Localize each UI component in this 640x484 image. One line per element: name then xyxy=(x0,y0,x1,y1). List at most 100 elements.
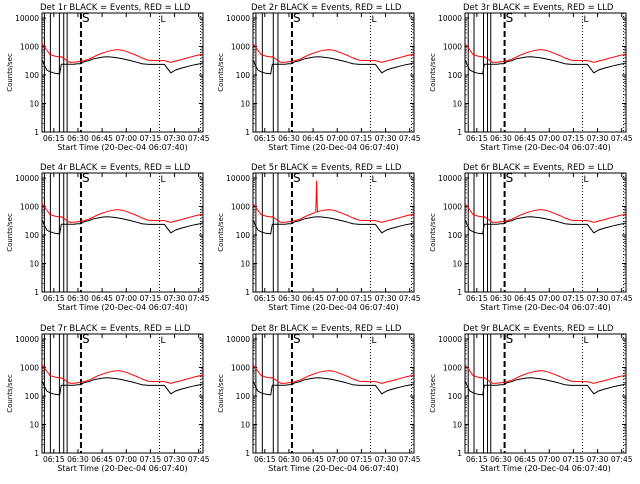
y-tick-label: 1 xyxy=(457,449,462,458)
panel-det-5r: Det 5r BLACK = Events, RED = LLD 1 10 100 10… xyxy=(217,163,421,312)
x-tick-label: 07:00 xyxy=(326,294,348,303)
y-axis-label: Counts/sec xyxy=(217,213,225,252)
x-axis-label: Start Time (20-Dec-04 06:07:40) xyxy=(57,143,188,152)
x-tick-label: 06:45 xyxy=(514,134,536,143)
y-tick-label: 10000 xyxy=(226,174,250,183)
annotation-s: S xyxy=(506,332,514,346)
x-axis-label: Start Time (20-Dec-04 06:07:40) xyxy=(480,303,611,312)
y-tick-label: 1 xyxy=(245,288,250,297)
y-tick-label: 1 xyxy=(34,128,39,137)
panel-det-9r: Det 9r BLACK = Events, RED = LLD 1 10 100 10… xyxy=(429,324,633,473)
x-tick-label: 07:45 xyxy=(611,134,633,143)
x-tick-label: 07:30 xyxy=(587,134,609,143)
x-tick-label: 06:15 xyxy=(254,294,276,303)
y-tick-label: 100 xyxy=(25,71,40,80)
y-axis-label: Counts/sec xyxy=(429,213,437,252)
y-axis-label: Counts/sec xyxy=(217,53,225,92)
plot-frame xyxy=(252,12,415,133)
plot-area xyxy=(42,334,203,453)
x-tick-label: 07:15 xyxy=(140,294,162,303)
y-axis-label: Counts/sec xyxy=(429,374,437,413)
x-tick-label: 07:15 xyxy=(351,455,373,464)
y-tick-label: 1000 xyxy=(231,364,250,373)
plot-frame xyxy=(41,12,204,133)
annotation-l: L xyxy=(161,336,166,346)
x-tick-label: 06:15 xyxy=(254,455,276,464)
panel-title: Det 9r BLACK = Events, RED = LLD xyxy=(463,324,614,334)
x-tick-label: 06:30 xyxy=(490,134,512,143)
x-tick-label: 07:15 xyxy=(563,134,585,143)
x-axis-label: Start Time (20-Dec-04 06:07:40) xyxy=(480,464,611,473)
x-tick-label: 07:00 xyxy=(115,294,137,303)
x-tick-label: 07:00 xyxy=(115,455,137,464)
x-tick-label: 06:15 xyxy=(466,455,488,464)
x-tick-label: 06:15 xyxy=(466,134,488,143)
lld-series-line xyxy=(42,203,203,223)
x-tick-label: 06:15 xyxy=(43,134,65,143)
y-tick-label: 10000 xyxy=(438,14,462,23)
y-tick-label: 100 xyxy=(448,392,463,401)
annotation-l: L xyxy=(161,175,166,185)
panel-title: Det 1r BLACK = Events, RED = LLD xyxy=(40,3,191,13)
x-tick-label: 07:30 xyxy=(164,455,186,464)
annotation-s: S xyxy=(293,11,301,25)
x-tick-label: 06:15 xyxy=(43,294,65,303)
y-tick-label: 10 xyxy=(240,421,250,430)
lld-series-line xyxy=(465,364,626,384)
panel-det-3r: Det 3r BLACK = Events, RED = LLD 1 10 100 10… xyxy=(429,3,633,152)
x-tick-label: 07:30 xyxy=(587,294,609,303)
y-tick-label: 10 xyxy=(452,100,462,109)
x-tick-label: 07:45 xyxy=(188,294,210,303)
events-series-line xyxy=(253,56,414,75)
y-tick-label: 1 xyxy=(457,128,462,137)
x-tick-label: 06:45 xyxy=(514,294,536,303)
x-tick-label: 07:30 xyxy=(587,455,609,464)
y-tick-label: 1 xyxy=(457,288,462,297)
annotation-l: L xyxy=(372,175,377,185)
annotation-l: L xyxy=(584,175,589,185)
x-tick-label: 07:45 xyxy=(611,455,633,464)
y-tick-label: 1 xyxy=(34,449,39,458)
x-tick-label: 07:45 xyxy=(399,134,421,143)
x-tick-label: 06:30 xyxy=(278,455,300,464)
x-tick-label: 06:30 xyxy=(67,134,89,143)
panel-det-2r: Det 2r BLACK = Events, RED = LLD 1 10 100 10… xyxy=(217,3,421,152)
annotation-l: L xyxy=(161,15,166,25)
y-tick-label: 100 xyxy=(448,71,463,80)
x-tick-label: 06:45 xyxy=(91,294,113,303)
x-tick-label: 06:30 xyxy=(278,294,300,303)
y-tick-label: 10 xyxy=(29,260,39,269)
lld-series-line xyxy=(253,180,414,223)
y-tick-label: 10 xyxy=(240,260,250,269)
x-tick-label: 07:15 xyxy=(140,134,162,143)
lld-series-line xyxy=(253,43,414,63)
panel-title: Det 4r BLACK = Events, RED = LLD xyxy=(40,163,191,173)
lld-series-line xyxy=(42,364,203,384)
y-tick-label: 1000 xyxy=(231,43,250,52)
y-tick-label: 10 xyxy=(29,100,39,109)
y-tick-label: 10000 xyxy=(15,14,39,23)
x-tick-label: 06:30 xyxy=(67,455,89,464)
x-tick-label: 06:45 xyxy=(302,294,324,303)
x-tick-label: 07:00 xyxy=(538,134,560,143)
plot-frame xyxy=(464,172,627,293)
events-series-line xyxy=(253,216,414,235)
panel-title: Det 3r BLACK = Events, RED = LLD xyxy=(463,3,614,13)
y-tick-label: 100 xyxy=(236,392,251,401)
panel-title: Det 7r BLACK = Events, RED = LLD xyxy=(40,324,191,334)
events-series-line xyxy=(465,56,626,75)
x-axis-label: Start Time (20-Dec-04 06:07:40) xyxy=(57,303,188,312)
x-tick-label: 06:15 xyxy=(43,455,65,464)
x-tick-label: 07:00 xyxy=(115,134,137,143)
lld-series-line xyxy=(42,43,203,63)
x-tick-label: 07:45 xyxy=(188,455,210,464)
y-tick-label: 10000 xyxy=(438,174,462,183)
x-tick-label: 07:00 xyxy=(538,455,560,464)
plot-frame xyxy=(41,333,204,454)
x-tick-label: 07:30 xyxy=(164,134,186,143)
x-tick-label: 07:30 xyxy=(375,294,397,303)
x-tick-label: 07:30 xyxy=(164,294,186,303)
x-tick-label: 06:45 xyxy=(91,134,113,143)
x-tick-label: 06:45 xyxy=(91,455,113,464)
y-axis-label: Counts/sec xyxy=(6,213,14,252)
